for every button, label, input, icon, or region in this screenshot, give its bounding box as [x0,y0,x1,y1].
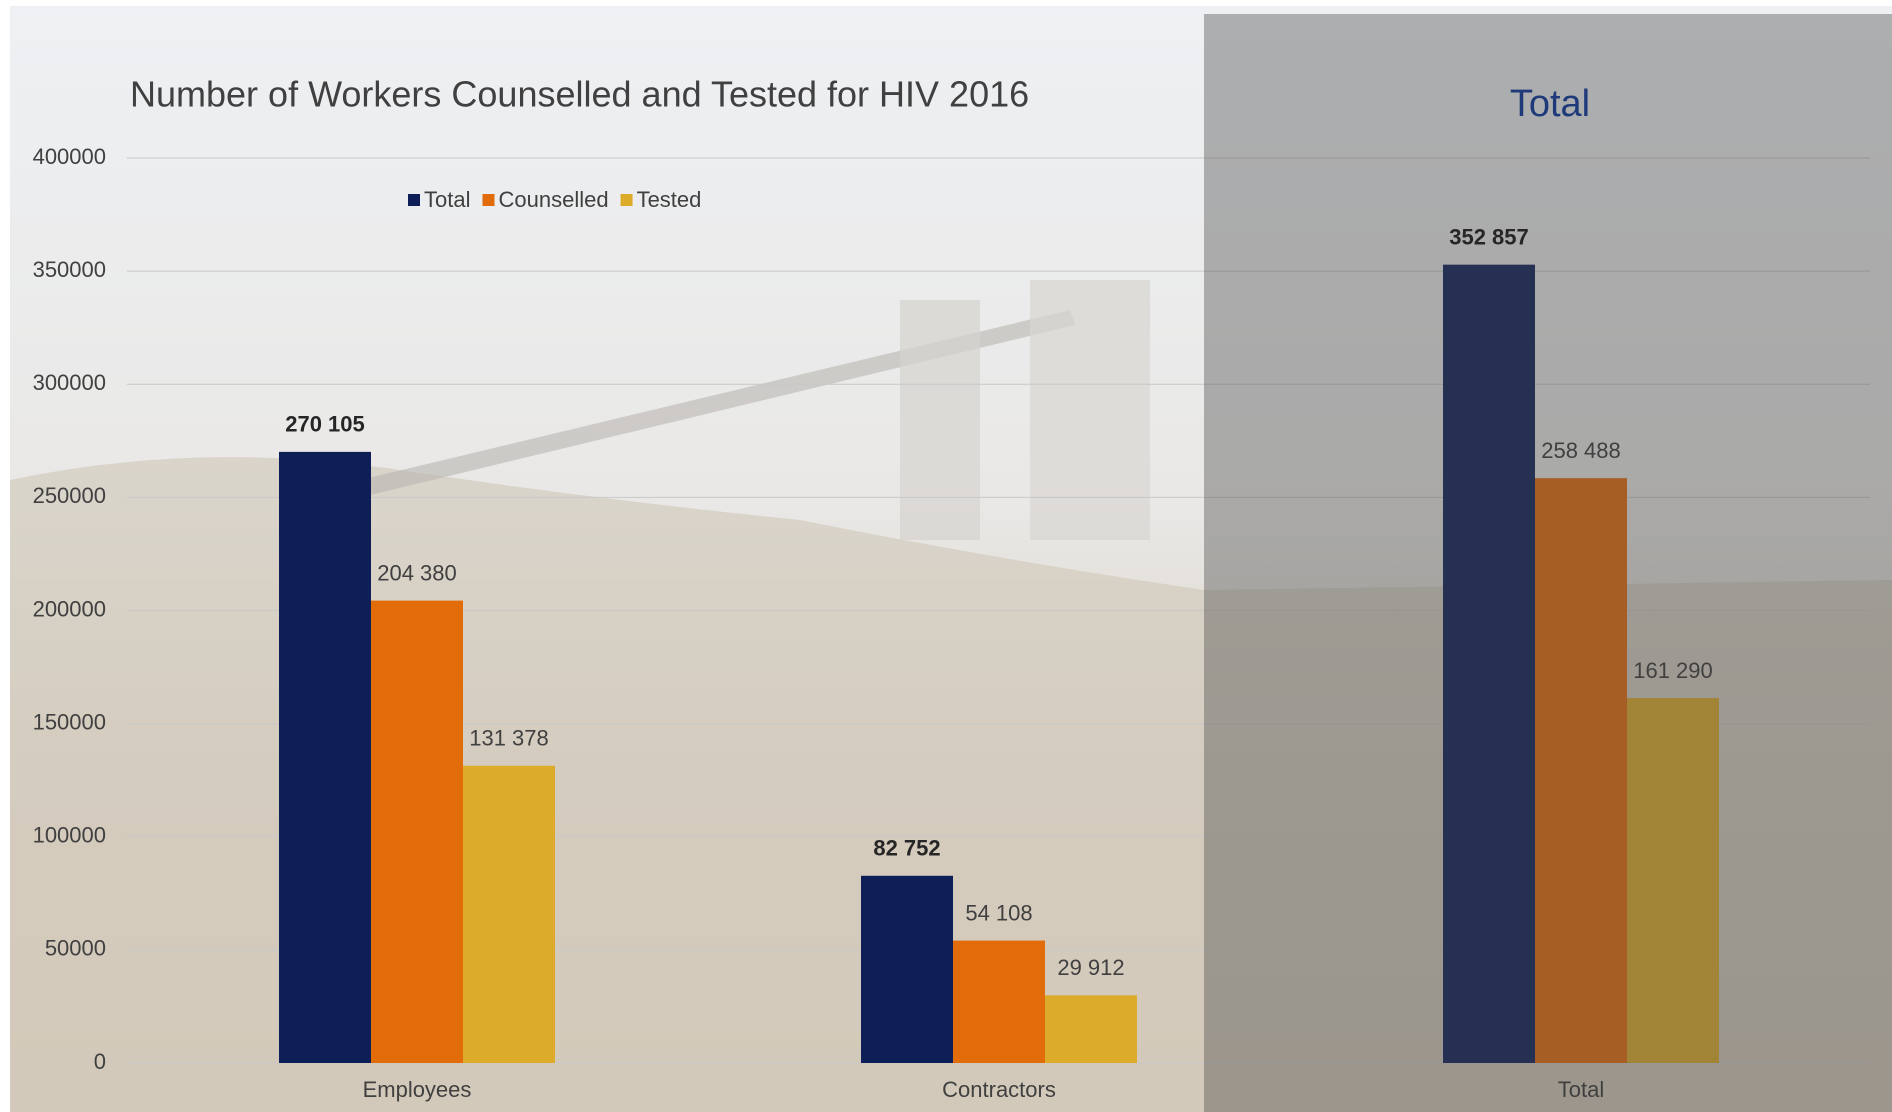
bar [1535,478,1627,1063]
y-tick-label: 50000 [45,936,106,961]
conveyor [360,310,1075,495]
x-tick-label: Employees [363,1077,472,1102]
bar [463,765,555,1063]
value-label: 258 488 [1541,438,1621,463]
value-label: 352 857 [1449,224,1529,249]
y-tick-label: 250000 [33,483,106,508]
value-label: 54 108 [965,900,1032,925]
y-tick-label: 350000 [33,257,106,282]
y-tick-label: 200000 [33,596,106,621]
value-label: 29 912 [1057,955,1124,980]
x-tick-label: Contractors [942,1077,1056,1102]
x-tick-label: Total [1558,1077,1604,1102]
bar [953,940,1045,1063]
value-label: 270 105 [285,412,365,437]
silo [900,300,980,540]
highlight-panel [1204,14,1892,1112]
legend-label: Tested [637,187,702,212]
y-tick-label: 300000 [33,370,106,395]
value-label: 131 378 [469,726,549,751]
bar [1045,995,1137,1063]
value-label: 204 380 [377,560,457,585]
legend-swatch [620,194,633,206]
bar [1627,698,1719,1063]
legend-swatch [408,194,420,206]
legend-swatch [482,194,495,206]
highlight-title: Total [1510,83,1590,125]
y-tick-label: 150000 [33,709,106,734]
legend-label: Total [424,187,470,212]
bar [1443,264,1535,1064]
silo [1030,280,1150,540]
chart-title: Number of Workers Counselled and Tested … [130,74,1029,115]
y-tick-label: 100000 [33,823,106,848]
y-tick-label: 400000 [33,144,106,169]
value-label: 161 290 [1633,658,1713,683]
bar [861,875,953,1063]
value-label: 82 752 [873,836,940,861]
bar [279,451,371,1063]
y-tick-label: 0 [94,1049,106,1074]
bar [371,600,463,1063]
legend-label: Counselled [498,187,608,212]
